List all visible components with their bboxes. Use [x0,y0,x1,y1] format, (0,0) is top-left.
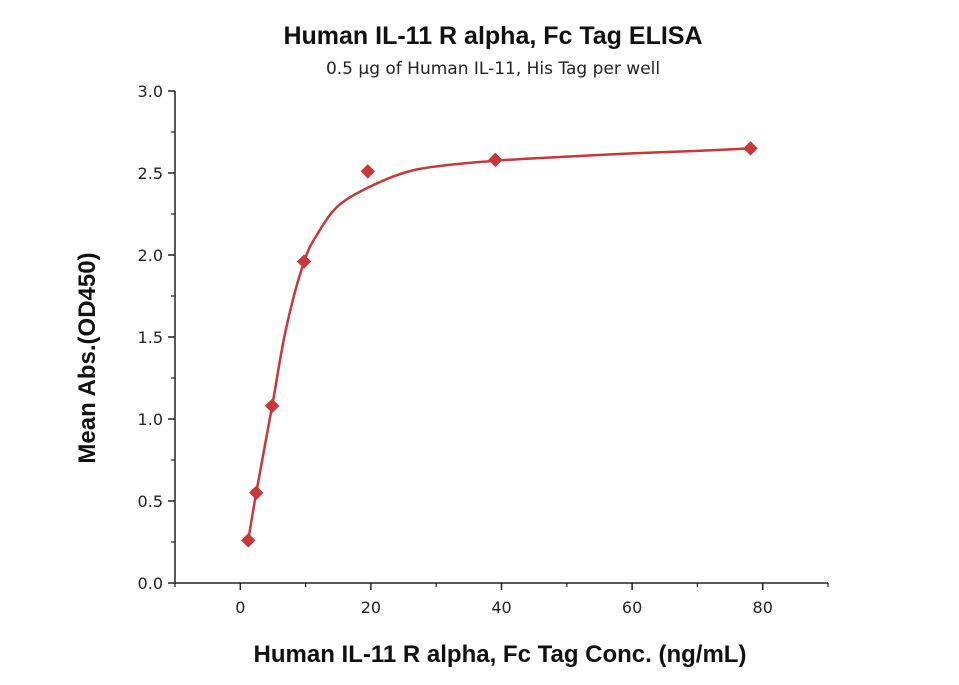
x-ticks: 0 20 40 60 80 [174,583,829,617]
chart-title: Human IL-11 R alpha, Fc Tag ELISA [283,22,702,50]
y-tick-label: 1.5 [138,328,163,347]
x-tick-label: 0 [235,598,245,617]
x-tick-label: 60 [622,598,642,617]
x-axis-label: Human IL-11 R alpha, Fc Tag Conc. (ng/mL… [254,641,747,668]
y-tick-label: 0.5 [138,492,163,511]
y-tick-label: 2.0 [138,246,163,265]
y-ticks: 0.0 0.5 1.0 1.5 2.0 2.5 3.0 [138,82,175,593]
data-point [743,141,758,156]
data-points [241,141,758,548]
x-tick-label: 40 [491,598,511,617]
x-tick-label: 80 [753,598,773,617]
data-point [249,485,264,501]
chart-subtitle: 0.5 μg of Human IL-11, His Tag per well [326,59,660,79]
y-axis-label: Mean Abs.(OD450) [74,252,101,463]
axes: 0.0 0.5 1.0 1.5 2.0 2.5 3.0 0 20 40 60 80 [138,82,829,617]
data-point [264,398,280,414]
y-tick-label: 2.5 [138,164,163,183]
y-tick-label: 3.0 [138,82,163,101]
data-point [241,533,256,548]
data-point [488,152,503,168]
y-tick-label: 1.0 [138,410,163,429]
data-point [360,164,376,179]
fit-curve [247,147,751,541]
x-tick-label: 20 [361,598,381,617]
data-point [296,254,312,269]
y-tick-label: 0.0 [138,574,163,593]
